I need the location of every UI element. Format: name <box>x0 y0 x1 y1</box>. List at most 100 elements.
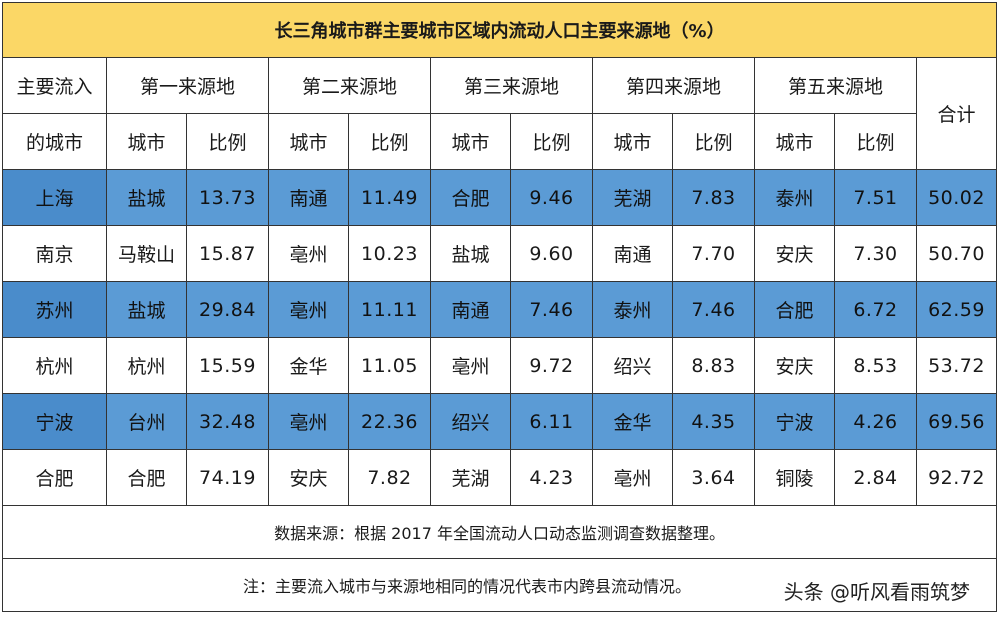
source-ratio-cell: 15.59 <box>186 337 269 394</box>
source-ratio-cell: 29.84 <box>186 281 269 338</box>
source-city-cell: 盐城 <box>430 225 511 282</box>
header-city: 城市 <box>106 113 187 170</box>
source-ratio-cell: 9.46 <box>510 169 593 226</box>
source-city-cell: 绍兴 <box>430 393 511 450</box>
total-cell: 53.72 <box>915 337 998 394</box>
source-ratio-cell: 2.84 <box>834 449 917 506</box>
header-ratio: 比例 <box>672 113 755 170</box>
inflow-city-cell: 杭州 <box>2 337 107 394</box>
source-city-cell: 南通 <box>268 169 349 226</box>
table-row: 合肥 合肥 74.19 安庆 7.82 芜湖 4.23 亳州 3.64 铜陵 2.84 92.72 <box>2 449 998 506</box>
table-row: 苏州 盐城 29.84 亳州 11.11 南通 7.46 泰州 7.46 合肥 6.72 62.59 <box>2 281 998 338</box>
inflow-city-cell: 上海 <box>2 169 107 226</box>
source-ratio-cell: 4.26 <box>834 393 917 450</box>
source-ratio-cell: 7.70 <box>672 225 755 282</box>
source-city-cell: 南通 <box>430 281 511 338</box>
source-ratio-cell: 7.83 <box>672 169 755 226</box>
inflow-city-cell: 宁波 <box>2 393 107 450</box>
source-ratio-cell: 10.23 <box>348 225 431 282</box>
source-city-cell: 安庆 <box>754 337 835 394</box>
total-cell: 50.70 <box>915 225 998 282</box>
source-ratio-cell: 11.11 <box>348 281 431 338</box>
source-city-cell: 亳州 <box>592 449 673 506</box>
header-ratio: 比例 <box>510 113 593 170</box>
header-ratio: 比例 <box>186 113 269 170</box>
table-row: 宁波 台州 32.48 亳州 22.36 绍兴 6.11 金华 4.35 宁波 4.26 69.56 <box>2 393 998 450</box>
footnote: 注：主要流入城市与来源地相同的情况代表市内跨县流动情况。 <box>1 558 998 612</box>
source-ratio-cell: 6.72 <box>834 281 917 338</box>
total-cell: 50.02 <box>915 169 998 226</box>
source-city-cell: 宁波 <box>754 393 835 450</box>
source-city-cell: 金华 <box>592 393 673 450</box>
source-ratio-cell: 7.46 <box>510 281 593 338</box>
source-city-cell: 安庆 <box>268 449 349 506</box>
source-ratio-cell: 4.35 <box>672 393 755 450</box>
source-city-cell: 亳州 <box>268 393 349 450</box>
header-source-3: 第三来源地 <box>430 57 593 114</box>
source-ratio-cell: 6.11 <box>510 393 593 450</box>
header-source-4: 第四来源地 <box>592 57 755 114</box>
source-city-cell: 安庆 <box>754 225 835 282</box>
source-ratio-cell: 7.30 <box>834 225 917 282</box>
source-city-cell: 盐城 <box>106 169 187 226</box>
source-ratio-cell: 74.19 <box>186 449 269 506</box>
source-city-cell: 合肥 <box>754 281 835 338</box>
source-ratio-cell: 8.53 <box>834 337 917 394</box>
header-main-city-top: 主要流入 <box>2 57 107 114</box>
source-ratio-cell: 15.87 <box>186 225 269 282</box>
table-row: 南京 马鞍山 15.87 亳州 10.23 盐城 9.60 南通 7.70 安庆 7.30 50.70 <box>2 225 998 282</box>
header-source-2: 第二来源地 <box>268 57 431 114</box>
header-source-1: 第一来源地 <box>106 57 269 114</box>
header-city: 城市 <box>754 113 835 170</box>
source-ratio-cell: 13.73 <box>186 169 269 226</box>
source-city-cell: 南通 <box>592 225 673 282</box>
watermark: 头条 @听风看雨筑梦 <box>783 580 970 604</box>
inflow-city-cell: 南京 <box>2 225 107 282</box>
source-ratio-cell: 11.05 <box>348 337 431 394</box>
total-cell: 69.56 <box>915 393 998 450</box>
total-cell: 92.72 <box>915 449 998 506</box>
total-cell: 62.59 <box>915 281 998 338</box>
source-ratio-cell: 7.82 <box>348 449 431 506</box>
header-city: 城市 <box>592 113 673 170</box>
source-city-cell: 合肥 <box>106 449 187 506</box>
source-ratio-cell: 22.36 <box>348 393 431 450</box>
source-city-cell: 马鞍山 <box>106 225 187 282</box>
source-city-cell: 芜湖 <box>592 169 673 226</box>
source-city-cell: 亳州 <box>268 281 349 338</box>
source-ratio-cell: 7.46 <box>672 281 755 338</box>
header-main-city-bottom: 的城市 <box>2 113 107 170</box>
source-city-cell: 金华 <box>268 337 349 394</box>
header-city: 城市 <box>430 113 511 170</box>
source-city-cell: 铜陵 <box>754 449 835 506</box>
source-city-cell: 绍兴 <box>592 337 673 394</box>
source-ratio-cell: 8.83 <box>672 337 755 394</box>
source-city-cell: 芜湖 <box>430 449 511 506</box>
table-row: 上海 盐城 13.73 南通 11.49 合肥 9.46 芜湖 7.83 泰州 7.51 50.02 <box>2 169 998 226</box>
header-total: 合计 <box>915 57 998 170</box>
table-row: 杭州 杭州 15.59 金华 11.05 亳州 9.72 绍兴 8.83 安庆 8.53 53.72 <box>2 337 998 394</box>
source-city-cell: 泰州 <box>754 169 835 226</box>
source-city-cell: 亳州 <box>430 337 511 394</box>
header-ratio: 比例 <box>348 113 431 170</box>
inflow-city-cell: 苏州 <box>2 281 107 338</box>
source-ratio-cell: 7.51 <box>834 169 917 226</box>
source-ratio-cell: 32.48 <box>186 393 269 450</box>
source-city-cell: 杭州 <box>106 337 187 394</box>
source-city-cell: 盐城 <box>106 281 187 338</box>
header-city: 城市 <box>268 113 349 170</box>
source-note: 数据来源：根据 2017 年全国流动人口动态监测调查数据整理。 <box>1 505 998 559</box>
source-city-cell: 泰州 <box>592 281 673 338</box>
source-city-cell: 合肥 <box>430 169 511 226</box>
source-ratio-cell: 4.23 <box>510 449 593 506</box>
source-ratio-cell: 3.64 <box>672 449 755 506</box>
source-ratio-cell: 9.72 <box>510 337 593 394</box>
source-ratio-cell: 11.49 <box>348 169 431 226</box>
header-source-5: 第五来源地 <box>754 57 917 114</box>
source-city-cell: 台州 <box>106 393 187 450</box>
source-city-cell: 亳州 <box>268 225 349 282</box>
inflow-city-cell: 合肥 <box>2 449 107 506</box>
header-ratio: 比例 <box>834 113 917 170</box>
